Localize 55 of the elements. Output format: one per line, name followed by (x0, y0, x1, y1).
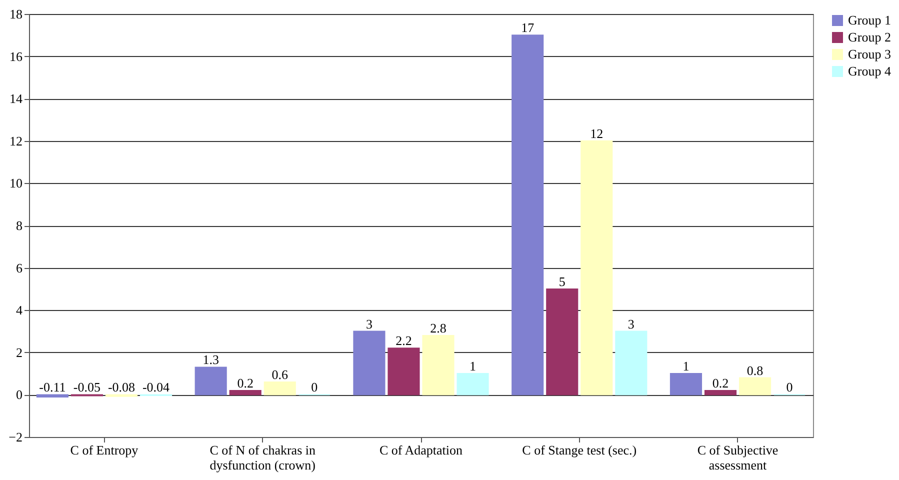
data-label: 0.2 (712, 375, 729, 390)
y-tick-label: 6 (16, 260, 23, 276)
x-tick-label: C of N of chakras in dysfunction (crown) (210, 442, 316, 472)
data-label: 0.6 (272, 367, 288, 382)
legend-label: Group 3 (848, 46, 891, 62)
bar (353, 330, 386, 396)
data-label: 2.2 (396, 333, 412, 348)
bar (36, 394, 68, 398)
data-label: 0 (786, 380, 793, 395)
data-label: 1.3 (202, 352, 219, 368)
y-tick-label: 12 (10, 133, 22, 148)
bar (615, 330, 648, 396)
legend-label: Group 2 (848, 30, 891, 44)
legend-label: Group 1 (848, 12, 891, 28)
y-tick-label: 18 (10, 6, 22, 22)
y-tick-label: 2 (16, 344, 22, 360)
bar (229, 390, 262, 396)
bar (704, 390, 737, 396)
x-tick-label: C of Entropy (70, 442, 139, 458)
bar (546, 288, 578, 396)
data-label: 3 (628, 316, 634, 332)
legend-label: Group 4 (848, 64, 892, 78)
bar (512, 34, 544, 396)
data-label: 0 (311, 380, 318, 395)
bar (580, 140, 613, 396)
data-label: 3 (366, 316, 372, 332)
data-label: 0.2 (237, 375, 254, 390)
data-label: -0.04 (142, 380, 170, 395)
y-tick-label: 16 (10, 48, 23, 64)
bar (738, 377, 772, 396)
y-tick-label: −2 (8, 430, 22, 444)
bar (388, 348, 420, 396)
data-label: 2.8 (430, 320, 446, 336)
data-label: 17 (521, 20, 535, 36)
data-label: 1 (470, 358, 476, 374)
x-tick-label: C of Adaptation (379, 442, 464, 458)
y-tick-label: 4 (16, 302, 23, 318)
data-label: -0.05 (73, 380, 101, 395)
bar (194, 366, 227, 396)
y-tick-label: 0 (16, 387, 22, 402)
x-tick-label: C of Subjective assessment (697, 442, 778, 472)
data-label: -0.08 (108, 380, 136, 395)
data-label: 1 (682, 358, 690, 374)
data-label: 0.8 (746, 362, 764, 378)
bar (456, 373, 489, 396)
y-tick-label: 14 (10, 91, 23, 106)
y-tick-label: 10 (10, 176, 22, 191)
data-label: 12 (590, 126, 604, 141)
y-tick-label: 8 (16, 218, 22, 233)
data-label: 5 (558, 274, 566, 289)
x-tick-label: C of Stange test (sec.) (522, 442, 637, 458)
bar (422, 334, 454, 396)
bar (670, 373, 702, 396)
bar (264, 382, 296, 396)
data-label: -0.11 (39, 380, 66, 395)
